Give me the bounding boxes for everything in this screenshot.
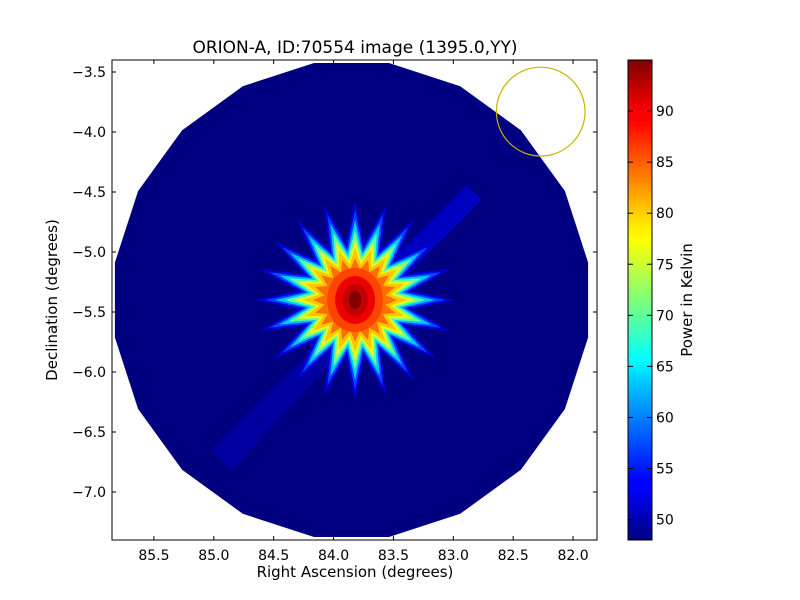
colorbar-tick-label: 50 [656, 513, 674, 529]
y-tick-label: −5.5 [72, 305, 106, 321]
colorbar-label: Power in Kelvin [678, 243, 696, 357]
y-tick-label: −5.0 [72, 245, 106, 261]
y-tick-label: −6.0 [72, 365, 106, 381]
heatmap-image [114, 63, 589, 537]
colorbar [627, 59, 653, 541]
x-tick-label: 85.0 [198, 548, 229, 564]
diffuse-streak [211, 320, 362, 470]
source-core [349, 291, 362, 309]
colorbar-tick-label: 65 [656, 359, 674, 375]
x-tick-label: 85.5 [138, 548, 169, 564]
x-tick-label: 84.5 [258, 548, 289, 564]
plot-frame [111, 59, 598, 541]
y-axis: −3.5 −4.0 −4.5 −5.0 −5.5 −6.0 −6.5 −7.0 [72, 65, 597, 501]
colorbar-tick-label: 85 [656, 155, 674, 171]
y-tick-label: −3.5 [72, 65, 106, 81]
colorbar-tick-label: 90 [656, 104, 674, 120]
x-tick-label: 82.0 [557, 548, 588, 564]
y-tick-label: −6.5 [72, 425, 106, 441]
beam-circle [495, 66, 586, 157]
colorbar-ticks: 50 55 60 65 70 75 80 85 90 [628, 104, 674, 529]
x-tick-label: 83.0 [438, 548, 469, 564]
x-tick-label: 82.5 [498, 548, 529, 564]
y-tick-label: −4.0 [72, 125, 106, 141]
colorbar-tick-label: 80 [656, 206, 674, 222]
x-axis: 85.5 85.0 84.5 84.0 83.5 83.0 82.5 82.0 [138, 60, 589, 564]
y-tick-label: −7.0 [72, 485, 106, 501]
x-tick-label: 84.0 [318, 548, 349, 564]
y-axis-label: Declination (degrees) [43, 219, 61, 381]
chart-title: ORION-A, ID:70554 image (1395.0,YY) [192, 38, 517, 58]
y-tick-label: −4.5 [72, 185, 106, 201]
colorbar-tick-label: 75 [656, 257, 674, 273]
colorbar-tick-label: 60 [656, 410, 674, 426]
x-tick-label: 83.5 [378, 548, 409, 564]
colorbar-tick-label: 55 [656, 462, 674, 478]
x-axis-label: Right Ascension (degrees) [257, 563, 454, 581]
colorbar-tick-label: 70 [656, 308, 674, 324]
